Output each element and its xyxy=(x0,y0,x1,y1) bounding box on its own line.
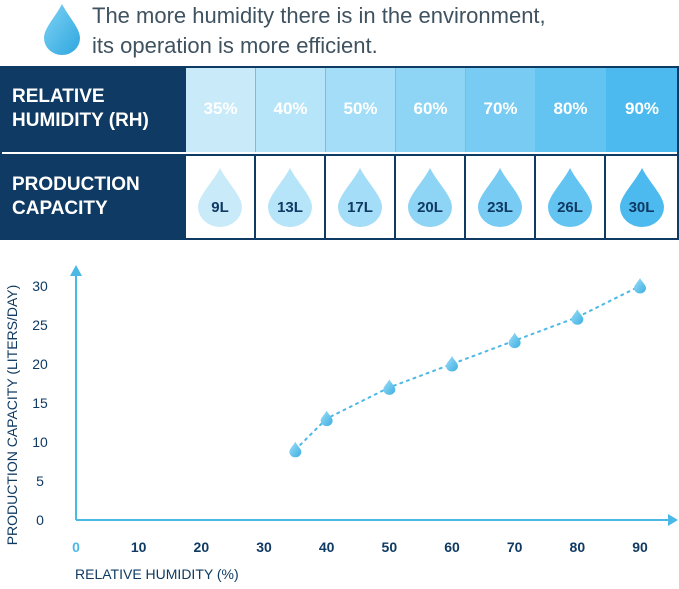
humidity-capacity-table: RELATIVE HUMIDITY (RH) PRODUCTION CAPACI… xyxy=(0,66,679,240)
x-axis-arrow xyxy=(668,514,678,526)
x-tick-label: 10 xyxy=(131,539,147,555)
capacity-value: 30L xyxy=(628,199,655,216)
capacity-drop: 23L xyxy=(476,166,524,228)
rh-cell: 60% xyxy=(396,66,466,152)
y-axis-arrow xyxy=(70,265,82,276)
water-drop-icon xyxy=(478,168,522,227)
capacity-chart: 0 10 20 30 40 50 60 70 80 90 0 5 10 15 20 25 30 RELATIVE … xyxy=(0,250,679,584)
x-tick-label: 30 xyxy=(256,539,272,555)
data-point-drop xyxy=(571,309,584,325)
rh-cell: 50% xyxy=(326,66,396,152)
rh-cell: 35% xyxy=(186,66,256,152)
capacity-cell: 30L xyxy=(606,154,679,240)
rh-label-line-2: HUMIDITY (RH) xyxy=(12,110,149,131)
header-text-line-2: its operation is more efficient. xyxy=(92,33,378,58)
x-tick-label: 20 xyxy=(194,539,210,555)
x-tick-label: 50 xyxy=(382,539,398,555)
x-tick-label: 90 xyxy=(632,539,648,555)
capacity-cell: 9L xyxy=(186,154,256,240)
x-tick-label: 60 xyxy=(444,539,460,555)
header: The more humidity there is in the enviro… xyxy=(0,0,679,64)
y-tick-label: 20 xyxy=(32,356,48,372)
capacity-drop: 9L xyxy=(196,166,244,228)
rh-cell: 70% xyxy=(466,66,536,152)
capacity-value: 23L xyxy=(487,199,513,216)
pc-label-line-2: CAPACITY xyxy=(12,198,108,219)
rh-cell: 80% xyxy=(536,66,606,152)
capacity-cell: 17L xyxy=(326,154,396,240)
water-drop-icon xyxy=(198,168,242,227)
water-drop-icon xyxy=(44,4,80,55)
capacity-cell: 20L xyxy=(396,154,466,240)
x-tick-label: 0 xyxy=(72,539,80,555)
rh-cell: 40% xyxy=(256,66,326,152)
capacity-chart-svg: 0 10 20 30 40 50 60 70 80 90 0 5 10 15 20 25 30 RELATIVE … xyxy=(4,265,678,582)
data-point-drop xyxy=(508,332,521,349)
capacity-value: 20L xyxy=(417,199,443,216)
header-text-line-1: The more humidity there is in the enviro… xyxy=(92,3,546,28)
y-tick-label: 15 xyxy=(32,395,48,411)
capacity-cell: 26L xyxy=(536,154,606,240)
rh-cell: 90% xyxy=(606,66,679,152)
x-tick-label: 80 xyxy=(570,539,586,555)
capacity-value: 9L xyxy=(211,199,229,216)
y-tick-label: 30 xyxy=(32,278,48,294)
capacity-cell: 23L xyxy=(466,154,536,240)
y-axis-label: PRODUCTION CAPACITY (LITERS/DAY) xyxy=(4,285,20,546)
capacity-value: 17L xyxy=(347,199,373,216)
pc-label-line-1: PRODUCTION xyxy=(12,174,140,195)
y-tick-label: 5 xyxy=(36,473,44,489)
pc-row-header: PRODUCTION CAPACITY xyxy=(0,154,186,240)
data-point-drop xyxy=(320,410,333,427)
x-tick-label: 70 xyxy=(507,539,523,555)
data-point-drop xyxy=(446,356,458,372)
x-tick-label: 40 xyxy=(319,539,335,555)
series-line xyxy=(294,285,641,451)
data-point-drop xyxy=(289,441,302,458)
water-drop-icon xyxy=(548,168,592,227)
water-drop-icon xyxy=(338,168,382,227)
capacity-drop: 17L xyxy=(336,166,384,228)
y-tick-label: 10 xyxy=(32,434,48,450)
y-tick-label: 25 xyxy=(32,317,48,333)
capacity-drop: 20L xyxy=(406,166,454,228)
capacity-cell: 13L xyxy=(256,154,326,240)
rh-row-header: RELATIVE HUMIDITY (RH) xyxy=(0,66,186,152)
capacity-drop: 26L xyxy=(546,166,594,228)
capacity-value: 26L xyxy=(557,199,583,216)
capacity-value: 13L xyxy=(277,199,303,216)
water-drop-icon xyxy=(408,168,452,227)
data-point-drop xyxy=(634,278,646,294)
x-axis-label: RELATIVE HUMIDITY (%) xyxy=(75,566,239,582)
capacity-drop: 13L xyxy=(266,166,314,228)
rh-label-line-1: RELATIVE xyxy=(12,86,105,107)
capacity-drop: 30L xyxy=(618,166,666,228)
water-drop-icon xyxy=(268,168,312,227)
y-tick-label: 0 xyxy=(36,512,44,528)
data-point-drop xyxy=(383,379,396,395)
water-drop-icon xyxy=(619,168,664,227)
